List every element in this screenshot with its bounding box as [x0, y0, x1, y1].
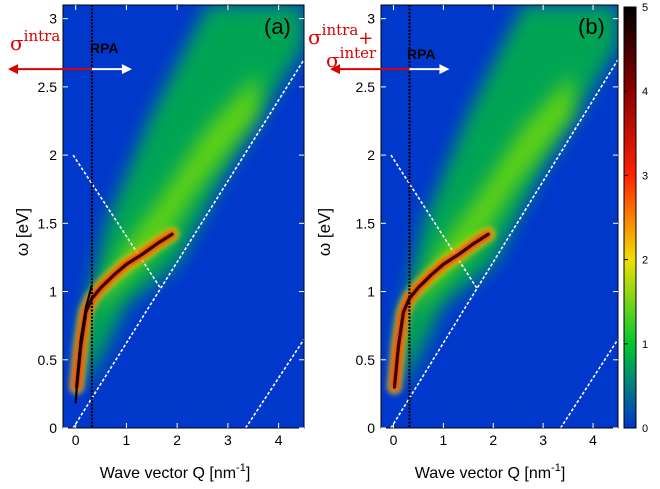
- y-tick-label: 1: [49, 284, 57, 300]
- sigma-inter-label-b: σinter: [326, 44, 377, 72]
- y-tick-label: 1: [367, 284, 375, 300]
- arrows-b: [330, 64, 450, 75]
- frame-b: [380, 4, 619, 429]
- y-tick-label: 0: [367, 420, 375, 436]
- x-axis-label-end-b: ]: [561, 465, 565, 482]
- y-axis-label-b: ω [eV]: [315, 208, 334, 256]
- boundary-line-2: [244, 338, 304, 428]
- sigma-superscript-b2: inter: [340, 44, 377, 62]
- axis-ticks-b: 0 1 2 3 4 0 0.5 1 1.5 2 2.5 3: [356, 5, 618, 448]
- x-axis-label-b: Wave vector Q [nm-1]: [415, 462, 566, 482]
- x-tick-label: 3: [539, 432, 547, 448]
- boundary-lines-b: [390, 59, 618, 428]
- y-tick-label: 3: [367, 11, 375, 27]
- y-axis-label-a: ω [eV]: [13, 208, 32, 256]
- x-tick-label: 0: [72, 432, 80, 448]
- panel-b: 0 1 2 3 400.511.522.53 (b) RPA σintra+ σinte…: [308, 4, 619, 482]
- y-tick-label: 2: [367, 147, 375, 163]
- x-axis-label-a: Wave vector Q [nm-1]: [100, 462, 251, 482]
- sigma-symbol-a: σ: [10, 31, 24, 55]
- heatmap-a: [63, 5, 304, 428]
- y-tick-label: 3: [49, 11, 57, 27]
- white-arrow-head: [439, 64, 450, 75]
- x-tick-label: 2: [173, 432, 181, 448]
- colorbar-tick-label: 0: [642, 423, 648, 435]
- unscreened-branch: [74, 284, 93, 404]
- y-tick-label: 2.5: [38, 79, 58, 95]
- colorbar-tick-label: 5: [642, 2, 648, 14]
- white-arrow-head: [121, 64, 132, 75]
- sigma-superscript-b1: intra: [322, 21, 359, 39]
- sigma-intra-label-b: σintra+: [308, 21, 373, 49]
- sigma-symbol-b1: σ: [308, 25, 322, 49]
- x-tick-label: 1: [439, 432, 447, 448]
- boundary-line-1: [72, 154, 162, 290]
- axis-ticks-a: 0 1 2 3 4 0 0.5 1 1.5 2 2.5 3: [38, 5, 304, 448]
- sigma-symbol-b2: σ: [326, 48, 340, 72]
- y-tick-label: 1.5: [38, 215, 58, 231]
- y-tick-label: 2.5: [356, 79, 376, 95]
- arrows-a: [8, 64, 132, 75]
- x-tick-label: 2: [489, 432, 497, 448]
- x-tick-label: 4: [589, 432, 597, 448]
- colorbar-tick-label: 1: [642, 339, 648, 351]
- rpa-label-a: RPA: [90, 40, 119, 56]
- branch-core: [392, 232, 490, 389]
- x-tick-label: 3: [224, 432, 232, 448]
- x-axis-label-sup-b: -1: [551, 462, 561, 474]
- rpa-label-b: RPA: [407, 46, 436, 62]
- y-tick-label: 0.5: [38, 352, 58, 368]
- boundary-line-2: [559, 338, 618, 428]
- x-tick-label: 0: [390, 432, 398, 448]
- heatmap-b: [381, 5, 618, 428]
- red-arrow-head: [8, 64, 18, 75]
- x-axis-label-sup-a: -1: [236, 462, 246, 474]
- colorbar-gradient: [623, 6, 637, 429]
- boundary-line-0: [72, 59, 304, 428]
- plasmon-branch-b: [387, 227, 496, 395]
- y-tick-label: 2: [49, 147, 57, 163]
- frame-a: [62, 4, 305, 429]
- colorbar-ticks: 0 1 2 3 4 5: [624, 2, 648, 435]
- boundary-line-1: [390, 154, 478, 290]
- red-arrow-head: [330, 64, 340, 75]
- x-axis-label-text-a: Wave vector Q [nm: [100, 465, 236, 482]
- panel-label-a: (a): [264, 14, 291, 39]
- colorbar-tick-label: 4: [642, 86, 648, 98]
- sigma-superscript-a: intra: [24, 27, 61, 45]
- colorbar-tick-label: 3: [642, 170, 648, 182]
- x-tick-label: 1: [123, 432, 131, 448]
- y-tick-label: 0: [49, 420, 57, 436]
- plasmon-branch-a: [69, 227, 180, 404]
- sigma-label-a: σintra: [10, 27, 60, 55]
- y-tick-label: 1.5: [356, 215, 376, 231]
- x-axis-label-text-b: Wave vector Q [nm: [415, 465, 551, 482]
- colorbar: 0 1 2 3 4 5: [623, 2, 648, 435]
- x-axis-label-end-a: ]: [246, 465, 250, 482]
- boundary-line-0: [390, 59, 618, 428]
- x-tick-label: 4: [275, 432, 283, 448]
- y-tick-label: 0.5: [356, 352, 376, 368]
- panel-a: 0 1 2 3 4 0 0.5 1 1.5 2 2.5 3 (a) RPA σintra ω [eV]…: [8, 4, 305, 482]
- panel-label-b: (b): [578, 14, 605, 39]
- boundary-lines-a: [72, 59, 304, 428]
- colorbar-tick-label: 2: [642, 255, 648, 267]
- sigma-plus-b: +: [358, 28, 373, 49]
